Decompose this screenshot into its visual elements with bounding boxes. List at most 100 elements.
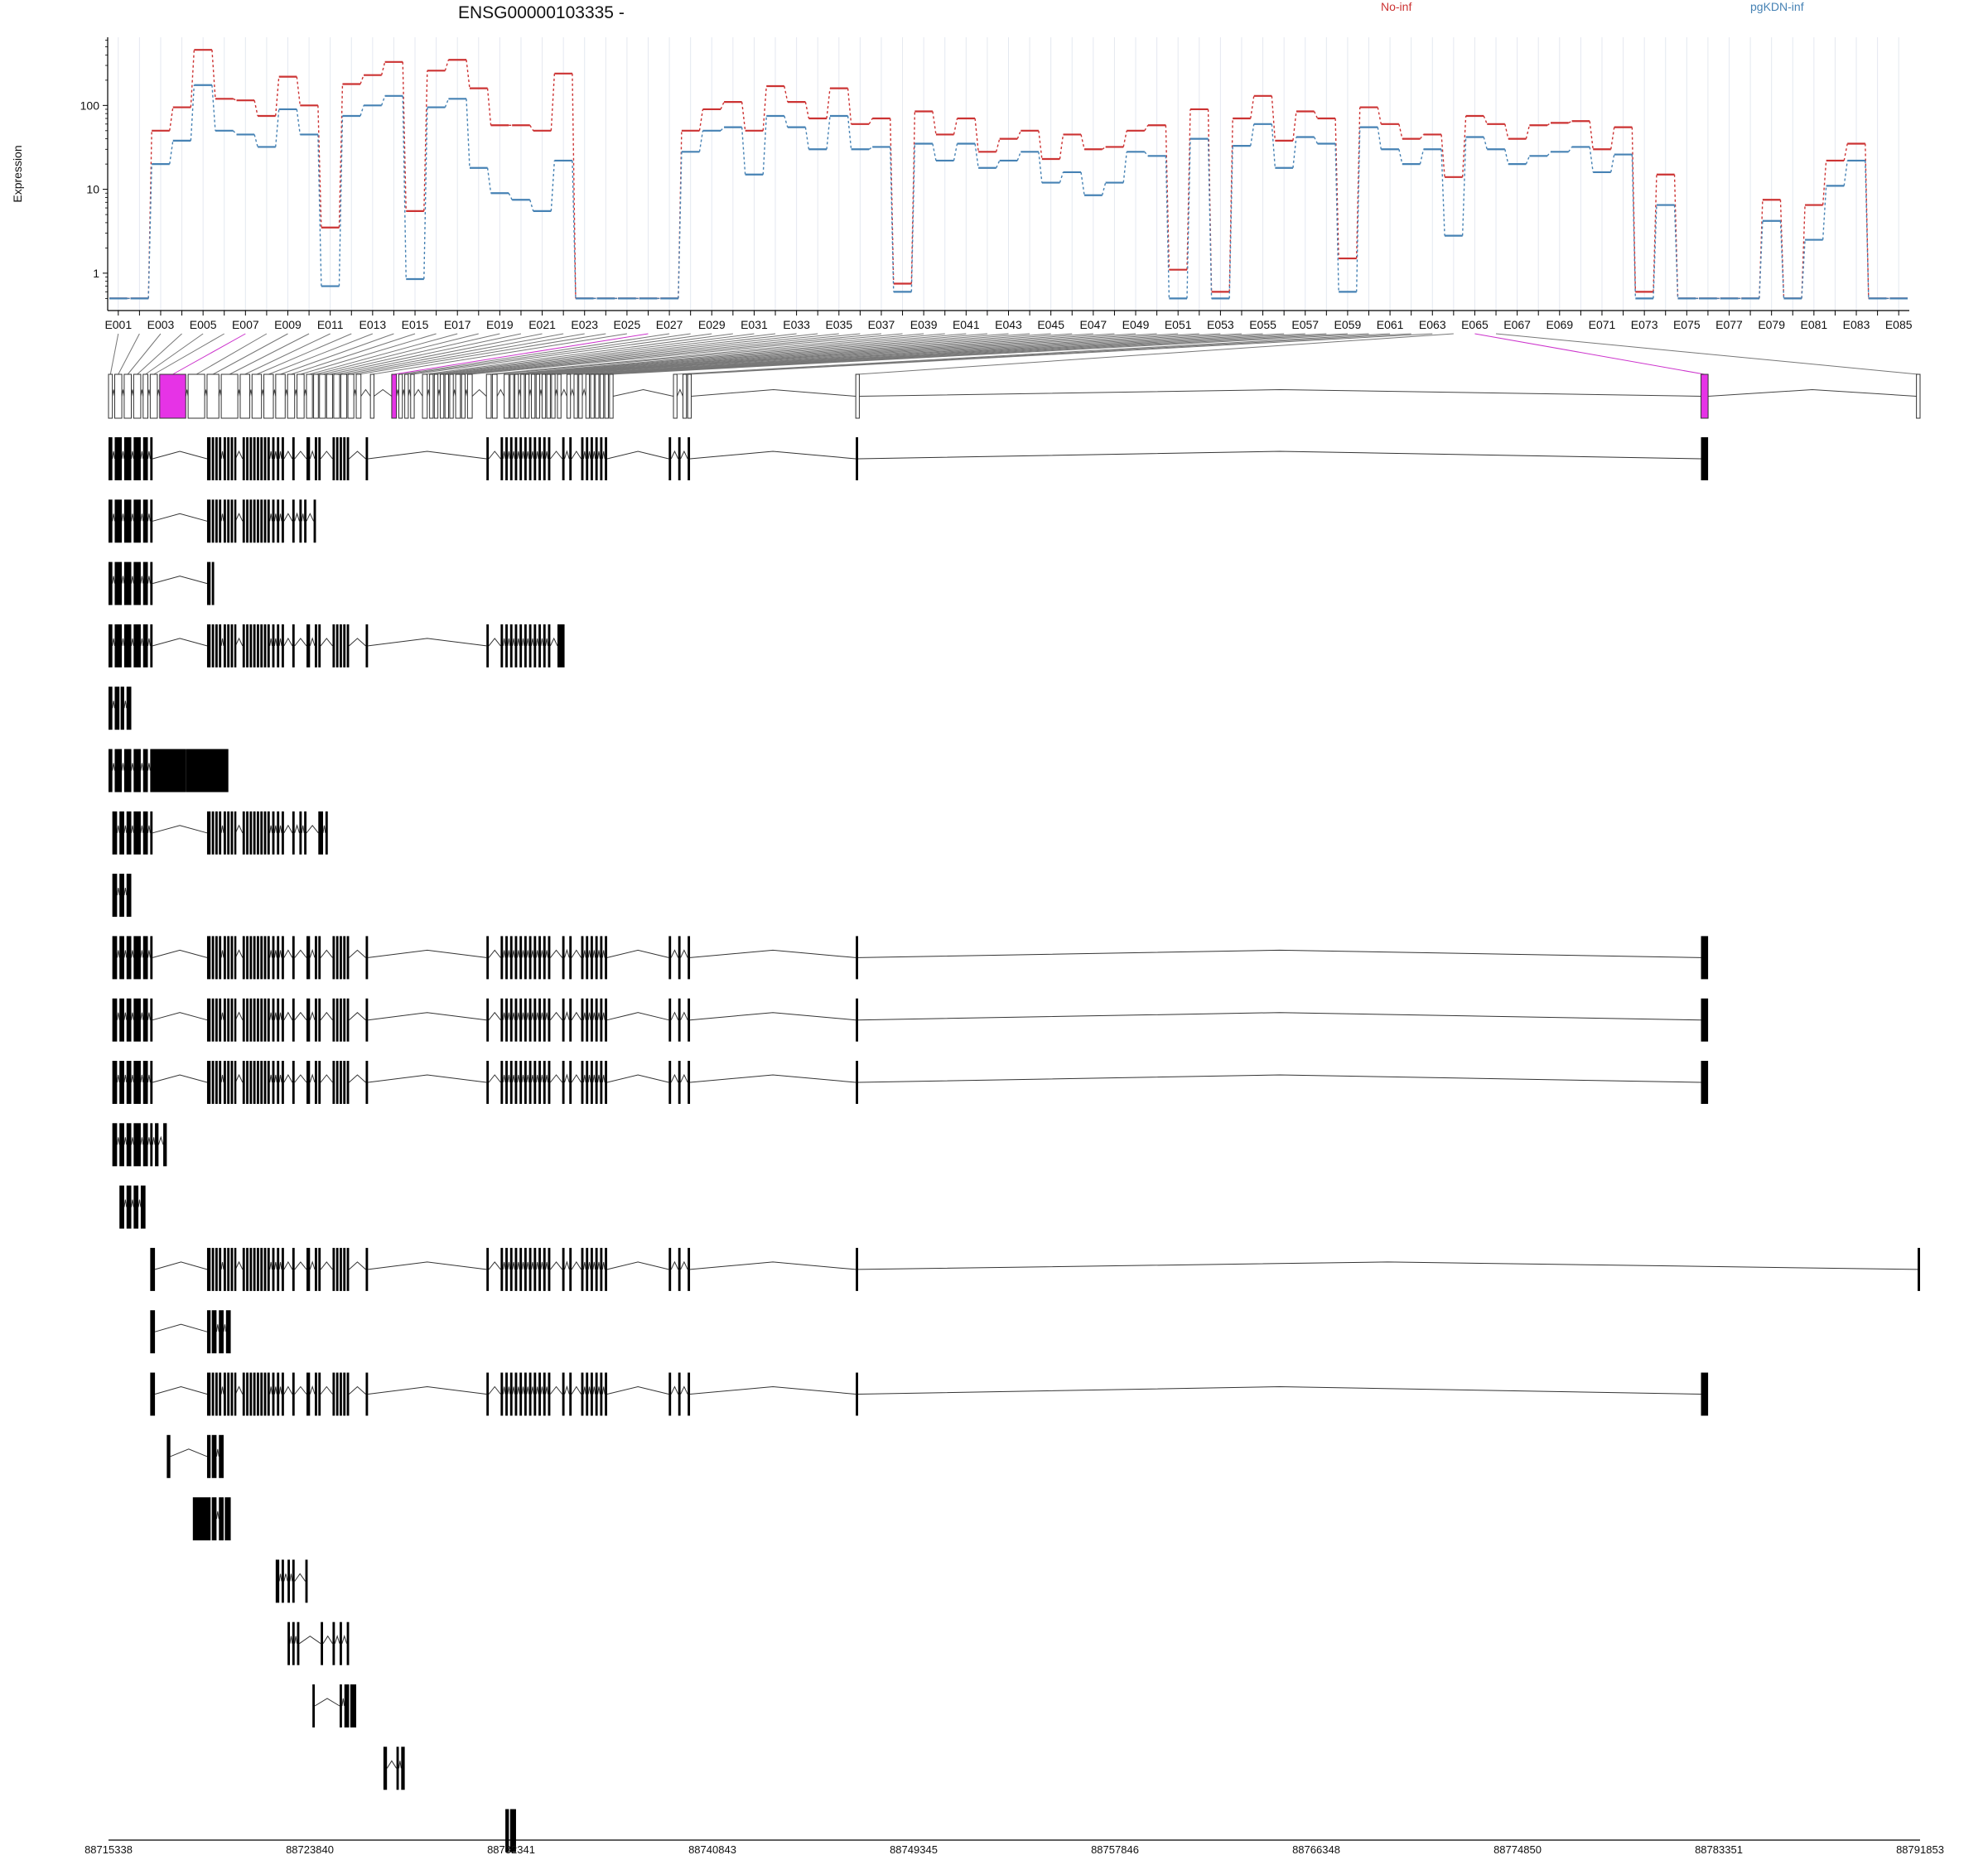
transcript-exon [277, 624, 280, 667]
intron-line [309, 948, 316, 958]
model-exon [333, 373, 340, 419]
transcript-exon [119, 936, 124, 980]
exon-connector [424, 333, 733, 375]
transcript-exon [150, 998, 153, 1042]
intron-line [289, 1636, 293, 1644]
transcript-exon [281, 998, 284, 1042]
model-exon [491, 373, 498, 419]
model-exon [206, 373, 220, 419]
transcript-exon [548, 624, 551, 667]
transcript-exon [605, 1247, 608, 1291]
transcript-exon [306, 437, 311, 480]
intron-line [112, 763, 115, 771]
transcript-exon [340, 1372, 342, 1416]
intron-line [123, 1012, 128, 1020]
gene-model [108, 373, 1921, 419]
intron-line [535, 1074, 539, 1083]
model-exon [398, 373, 403, 419]
series-0-connector [233, 98, 237, 101]
transcript-exon [246, 437, 248, 480]
transcript-track [109, 624, 565, 667]
transcript-exon [1701, 437, 1709, 480]
series-0-connector [444, 60, 450, 71]
series-0-connector [1440, 134, 1445, 177]
transcript-exon [223, 1061, 226, 1104]
series-1-connector [359, 105, 364, 117]
exon-tick-label: E005 [190, 318, 217, 331]
intron-line [123, 701, 128, 709]
transcript-exon [109, 687, 113, 730]
intron-line [488, 1074, 501, 1083]
exon-connector [350, 333, 585, 375]
exon-connector [268, 333, 374, 375]
transcript-exon [519, 998, 523, 1042]
exon-connector [406, 333, 691, 375]
transcript-exon [263, 499, 267, 543]
intron-line [516, 1074, 520, 1083]
intron-line [121, 763, 125, 771]
transcript-exon [211, 1310, 217, 1354]
intron-line [535, 1386, 539, 1395]
transcript-exon [211, 811, 215, 855]
model-exon [251, 373, 263, 419]
intron-line [526, 1386, 530, 1395]
transcript-exon [688, 998, 691, 1042]
series-0-connector [211, 50, 216, 99]
transcript-exon [581, 1061, 584, 1104]
transcript-exon [340, 998, 342, 1042]
series-1-connector [466, 99, 470, 168]
transcript-exon [1918, 1247, 1920, 1291]
exon-tick-label: E015 [402, 318, 429, 331]
exon-tick-label: E069 [1546, 318, 1573, 331]
transcript-exon [281, 1372, 284, 1416]
intron-line [592, 1074, 596, 1083]
transcript-exon [267, 499, 270, 543]
transcript-exon [230, 1372, 234, 1416]
transcript-exon [595, 936, 598, 980]
series-1-connector [508, 192, 513, 200]
intron-line [690, 1385, 856, 1395]
model-exon [220, 373, 239, 419]
model-exon [590, 373, 595, 419]
model-exon [326, 373, 333, 419]
intron-line [278, 1012, 282, 1020]
intron-line [147, 1074, 151, 1083]
transcript-exon [281, 624, 284, 667]
model-exon [133, 373, 142, 419]
series-1-connector [1822, 186, 1827, 240]
exon-connector [109, 333, 119, 375]
transcript-exon [133, 624, 141, 667]
intron-line [116, 888, 120, 896]
intron-line [123, 888, 128, 896]
model-exon [369, 373, 374, 419]
series-1-connector [550, 160, 556, 211]
model-exon [187, 373, 205, 419]
series-1-connector [1483, 137, 1488, 150]
transcript-exon [267, 437, 270, 480]
transcript-exon [581, 1247, 584, 1291]
intron-line [294, 1385, 307, 1395]
intron-line [368, 1261, 487, 1270]
transcript-exon [219, 499, 222, 543]
intron-line [269, 1012, 273, 1020]
intron-line [234, 513, 244, 522]
intron-line [123, 950, 128, 958]
exon-connector [322, 333, 500, 375]
transcript-exon [678, 998, 681, 1042]
transcript-exon [227, 1372, 230, 1416]
intron-line [283, 1573, 288, 1582]
exon-connector [489, 333, 924, 375]
transcript-exon [234, 936, 237, 980]
intron-line [269, 1261, 273, 1270]
transcript-exon [206, 499, 211, 543]
transcript-exon [514, 624, 518, 667]
intron-line [592, 1012, 596, 1020]
intron-line [157, 1135, 164, 1145]
model-exon [595, 373, 600, 419]
exon-tick-label: E059 [1334, 318, 1362, 331]
exon-tick-labels: E001 E003 E005 E007 E009 E011 E013 E015 E017 E019… [104, 311, 1913, 331]
exon-tick-label: E041 [953, 318, 980, 331]
series-0-connector [1461, 115, 1467, 177]
transcript-exon [306, 1372, 311, 1416]
transcript-exon [306, 624, 311, 667]
